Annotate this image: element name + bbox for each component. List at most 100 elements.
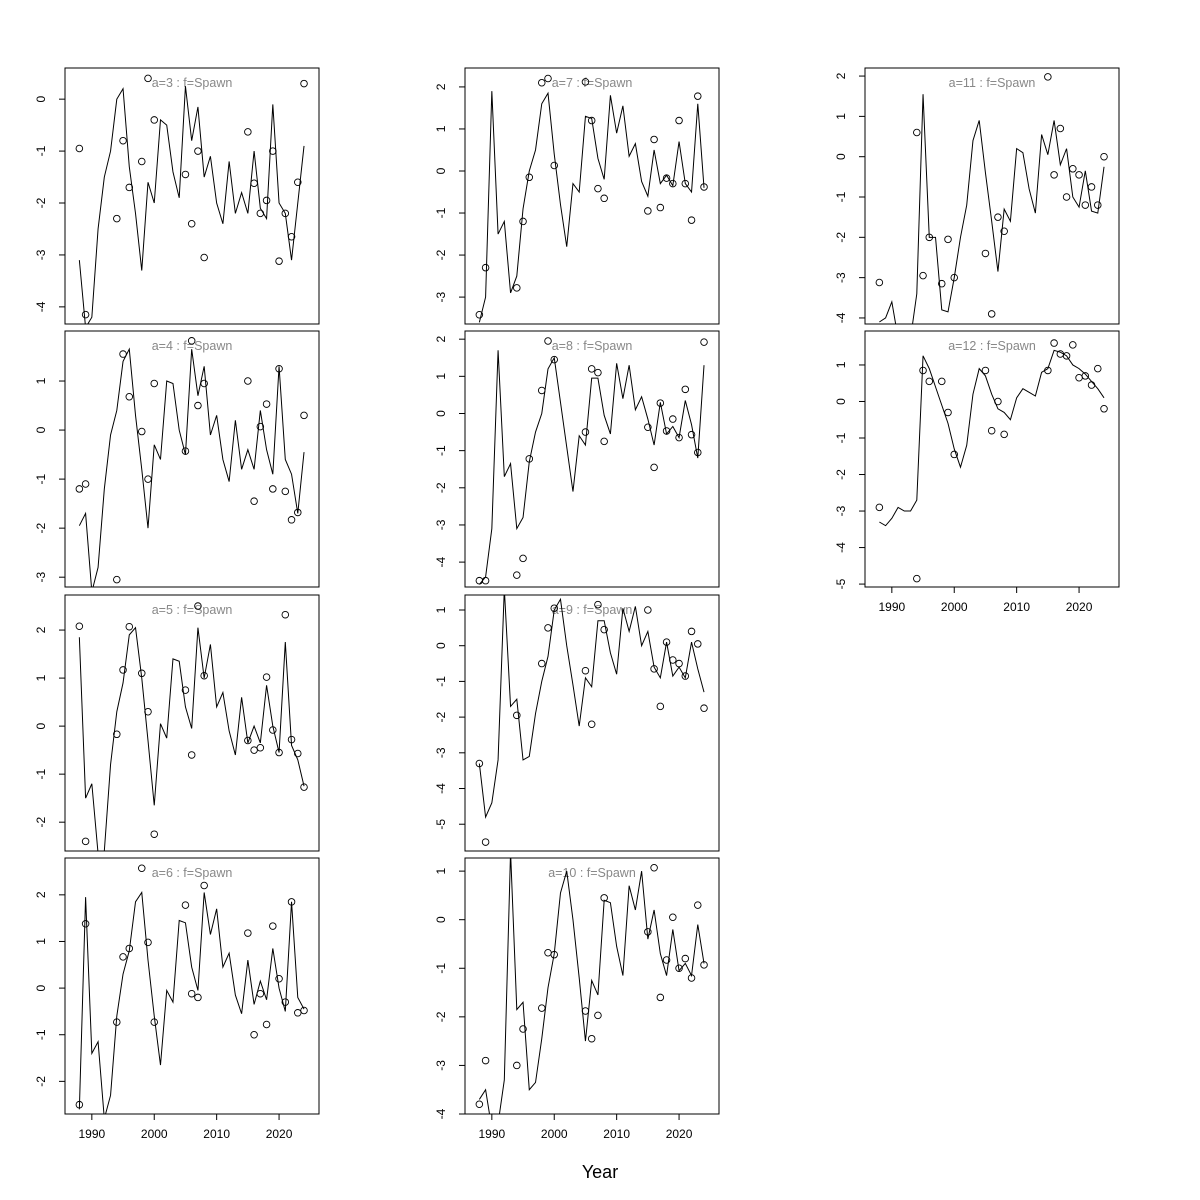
point <box>300 79 308 88</box>
panel-title: a=7 : f=Spawn <box>552 76 633 90</box>
point <box>687 627 696 636</box>
point <box>587 720 596 728</box>
point <box>75 622 84 630</box>
panel-frame <box>464 330 720 588</box>
panel: a=12 : f=Spawn 1 0 -1 -2 -3 -4 -5 1990 2000 2010 20… <box>834 330 1120 614</box>
point <box>544 948 552 957</box>
point <box>281 487 290 496</box>
point <box>1087 183 1096 191</box>
point <box>256 209 265 218</box>
point <box>519 217 527 226</box>
point <box>300 783 308 791</box>
y-tick-label: 1 <box>834 113 848 120</box>
point <box>275 365 283 373</box>
y-tick-label: -1 <box>434 676 448 687</box>
point <box>262 1020 271 1029</box>
point <box>1094 364 1102 373</box>
point <box>187 989 196 998</box>
y-tick-label: -2 <box>34 1076 48 1087</box>
point <box>687 430 696 439</box>
point <box>244 128 252 136</box>
y-tick-label: -4 <box>434 1108 448 1119</box>
point <box>987 426 996 435</box>
point <box>1000 430 1008 439</box>
point <box>594 1011 602 1020</box>
point <box>681 385 690 394</box>
point <box>81 837 90 846</box>
point <box>694 92 702 100</box>
point <box>925 377 934 386</box>
y-tick-label: 2 <box>434 336 448 343</box>
point <box>587 1034 596 1043</box>
panel-title: a=5 : f=Spawn <box>152 603 233 617</box>
point <box>513 284 521 292</box>
point <box>262 400 271 408</box>
y-tick-label: 1 <box>434 125 448 132</box>
series-line <box>478 350 705 585</box>
point <box>662 427 671 435</box>
y-tick-label: -5 <box>434 819 448 830</box>
point <box>194 993 202 1002</box>
panel: a=5 : f=Spawn 2 1 0 -1 -2 <box>34 594 320 852</box>
point <box>550 355 558 364</box>
plot-area <box>78 86 305 324</box>
y-tick-label: 0 <box>434 167 448 174</box>
y-tick-label: 2 <box>34 626 48 633</box>
point <box>550 604 558 612</box>
point <box>919 366 927 375</box>
point <box>269 485 277 493</box>
point <box>1100 152 1108 161</box>
point <box>250 497 258 505</box>
point <box>981 249 990 258</box>
x-tick-label: 2000 <box>541 1127 568 1141</box>
point <box>194 401 202 410</box>
point <box>287 735 296 744</box>
point <box>669 179 677 188</box>
point <box>913 128 921 137</box>
point <box>150 379 158 388</box>
point <box>481 838 490 846</box>
panel: a=9 : f=Spawn 1 0 -1 -2 -3 -4 -5 <box>434 594 720 852</box>
point <box>681 954 690 963</box>
point <box>1062 352 1071 360</box>
x-tick-label: 2010 <box>603 1127 630 1141</box>
y-tick-label: -2 <box>34 522 48 533</box>
point <box>687 974 696 982</box>
point <box>294 508 302 517</box>
y-tick-label: -4 <box>834 542 848 553</box>
point <box>644 928 652 936</box>
y-tick-label: -1 <box>34 145 48 156</box>
point <box>481 263 490 272</box>
point <box>875 278 884 287</box>
point <box>256 989 265 998</box>
point <box>113 575 121 584</box>
y-tick-label: -4 <box>834 312 848 323</box>
y-tick-label: -4 <box>434 556 448 567</box>
y-tick-label: -4 <box>434 783 448 794</box>
y-tick-label: -2 <box>434 249 448 260</box>
point <box>700 961 708 969</box>
point <box>650 665 658 673</box>
point <box>700 338 708 346</box>
point <box>944 408 952 417</box>
y-tick-label: -1 <box>434 207 448 218</box>
point <box>125 392 134 401</box>
point <box>138 864 146 873</box>
panel: a=7 : f=Spawn 2 1 0 -1 -2 -3 <box>434 67 720 325</box>
point <box>681 672 690 680</box>
point <box>119 350 127 358</box>
panel-title: a=8 : f=Spawn <box>552 339 633 353</box>
y-tick-label: -2 <box>434 1011 448 1022</box>
point <box>262 673 271 681</box>
point <box>144 74 152 83</box>
y-tick-label: -5 <box>834 578 848 589</box>
panel-frame <box>864 330 1120 588</box>
point <box>1075 171 1083 179</box>
point <box>481 1056 490 1065</box>
point <box>1075 373 1083 382</box>
point <box>113 730 121 739</box>
series-line <box>879 94 1105 324</box>
point <box>275 257 283 265</box>
point <box>675 964 683 973</box>
